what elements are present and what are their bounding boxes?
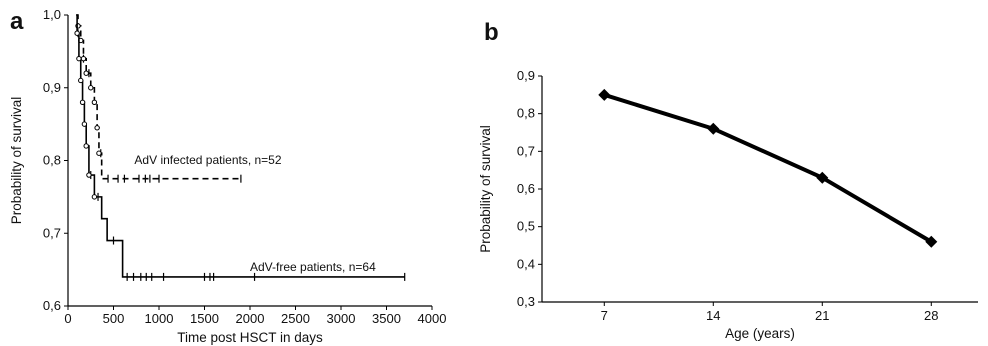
event-marker (76, 55, 82, 62)
panel-a-x-tick-label: 3500 (372, 311, 401, 326)
panel-b-y-tick-label: 0,3 (517, 294, 535, 309)
event-marker (86, 172, 92, 178)
event-marker (88, 85, 94, 91)
panel-a-x-tick-label: 0 (64, 311, 71, 326)
panel-a-x-tick-label: 1500 (190, 311, 219, 326)
panel-a: a 0 500 1000 1500 2000 2500 3000 3500 4000 0,6 0,7… (9, 7, 446, 345)
data-point-diamond (707, 122, 720, 135)
panel-a-series (74, 14, 406, 281)
series-label-adv-free: AdV-free patients, n=64 (250, 260, 376, 274)
panel-a-x-tick-label: 2500 (281, 311, 310, 326)
panel-b-y-tick-label: 0,6 (517, 181, 535, 196)
event-marker (91, 99, 98, 106)
panel-b-axes: 0,3 0,4 0,5 0,6 0,7 0,8 0,9 7 14 21 28 (517, 68, 978, 323)
panel-a-x-tick-label: 3000 (327, 311, 356, 326)
event-marker (96, 150, 102, 156)
panel-a-x-axis-label: Time post HSCT in days (177, 330, 323, 345)
panel-b-y-tick-label: 0,4 (517, 256, 535, 271)
panel-a-y-tick-label: 0,8 (43, 153, 61, 168)
panel-a-label: a (10, 8, 24, 35)
event-marker (91, 194, 98, 200)
panel-b-x-tick-label: 21 (815, 308, 829, 323)
panel-a-y-tick-label: 0,9 (43, 80, 61, 95)
panel-b-x-tick-label: 7 (601, 308, 608, 323)
event-marker (74, 30, 80, 36)
event-marker (80, 55, 87, 62)
panel-b-y-tick-label: 0,5 (517, 219, 535, 234)
panel-b-x-tick-label: 14 (706, 308, 720, 323)
panel-a-x-tick-label: 500 (103, 311, 125, 326)
event-marker (94, 125, 100, 131)
panel-b-y-tick-label: 0,7 (517, 143, 535, 158)
panel-b-x-tick-label: 28 (924, 308, 938, 323)
event-marker (81, 121, 88, 127)
panel-b-y-tick-label: 0,8 (517, 106, 535, 121)
event-marker (83, 70, 89, 76)
panel-a-y-tick-label: 0,6 (43, 298, 61, 313)
panel-b-x-axis-label: Age (years) (725, 326, 795, 341)
panel-a-x-tick-label: 2000 (236, 311, 265, 326)
panel-a-y-tick-label: 0,7 (43, 225, 61, 240)
panel-a-y-tick-label: 1,0 (43, 7, 61, 22)
event-marker (83, 143, 89, 149)
series-label-adv-infected: AdV infected patients, n=52 (134, 153, 281, 167)
panel-b-series (598, 88, 938, 248)
data-point-diamond (925, 235, 938, 248)
km-curve-adv-infected (76, 14, 241, 180)
panel-b-y-axis-label: Probability of survival (478, 125, 493, 253)
data-point-diamond (816, 171, 829, 184)
panel-b: b 0,3 0,4 0,5 0,6 0,7 0,8 0,9 7 14 21 28 Age (year… (478, 19, 978, 341)
panel-a-x-tick-label: 1000 (145, 311, 174, 326)
panel-b-y-tick-label: 0,9 (517, 68, 535, 83)
event-marker (78, 77, 84, 84)
event-marker (79, 99, 86, 106)
survival-line (603, 92, 933, 244)
panel-a-y-axis-label: Probability of survival (9, 97, 24, 225)
panel-a-axes: 0 500 1000 1500 2000 2500 3000 3500 4000 0,6 0,7 0,… (43, 7, 447, 326)
panel-a-x-tick-label: 4000 (418, 311, 447, 326)
km-curve-adv-free (76, 14, 405, 278)
data-point-diamond (598, 88, 611, 101)
panel-b-label: b (484, 19, 499, 46)
